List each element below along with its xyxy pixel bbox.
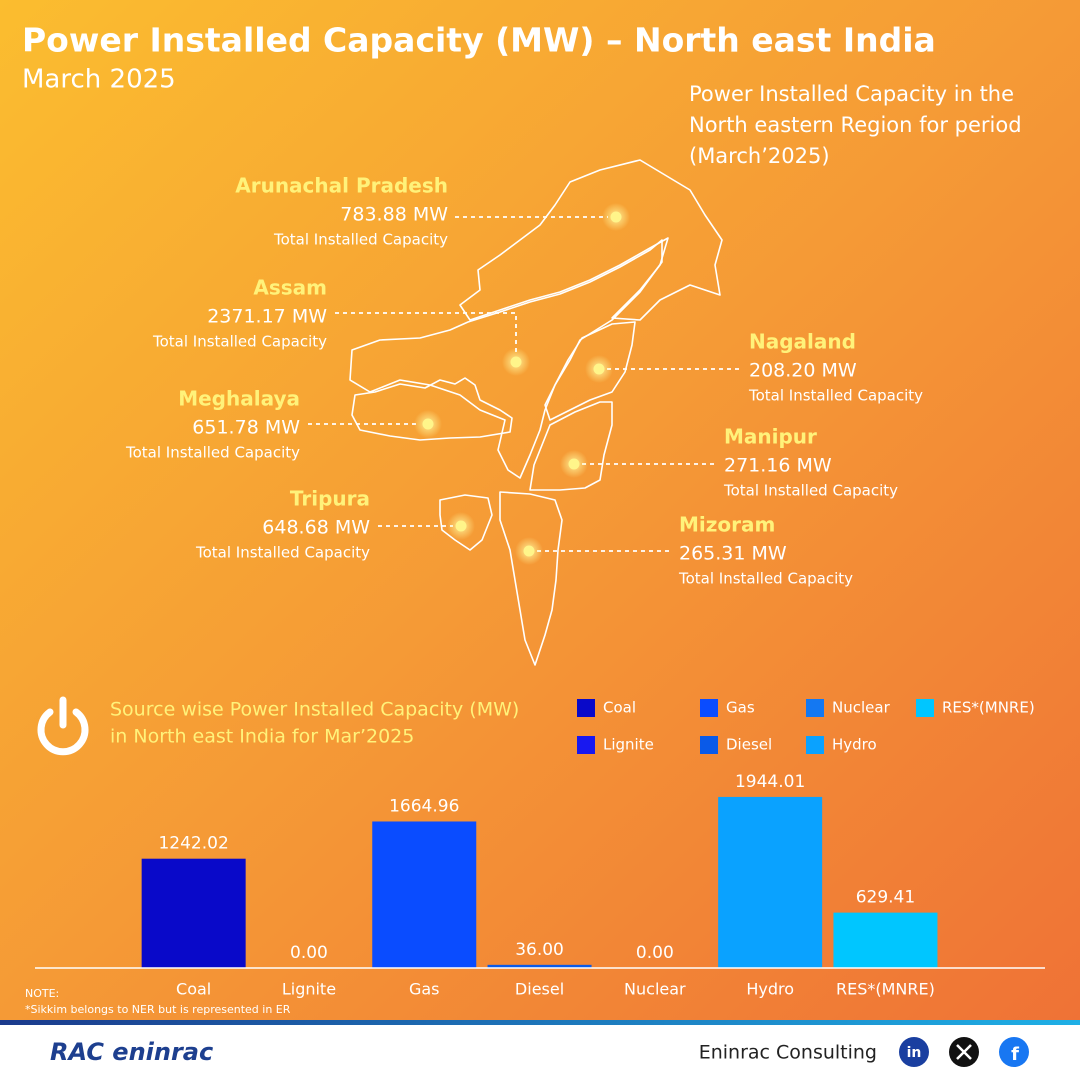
legend-label: RES*(MNRE)	[942, 699, 1035, 717]
map-caption: (March’2025)	[689, 144, 830, 168]
legend-swatch	[806, 699, 824, 717]
bar	[487, 964, 592, 968]
value-label: 36.00	[515, 940, 564, 960]
state-dot	[510, 356, 522, 368]
value-label: 1664.96	[389, 796, 459, 816]
state-dot	[523, 545, 535, 557]
state-name: Meghalaya	[178, 387, 300, 411]
facebook-glyph: f	[1011, 1044, 1019, 1065]
state-name: Arunachal Pradesh	[235, 174, 448, 198]
state-name: Mizoram	[679, 513, 775, 537]
x-tick-label: Gas	[409, 980, 440, 999]
x-tick-label: Coal	[176, 980, 211, 999]
state-note: Total Installed Capacity	[195, 544, 370, 562]
bar	[372, 821, 477, 968]
state-name: Manipur	[724, 425, 817, 449]
state-capacity: 651.78 MW	[192, 417, 300, 439]
state-dot	[568, 458, 580, 470]
legend-swatch	[577, 736, 595, 754]
map-caption: Power Installed Capacity in the	[689, 82, 1014, 106]
legend-swatch	[806, 736, 824, 754]
bar	[718, 796, 823, 968]
footer-band	[0, 1020, 1080, 1025]
state-dot	[593, 363, 605, 375]
legend-swatch	[700, 699, 718, 717]
x-tick-label: Hydro	[746, 980, 794, 999]
bar	[833, 912, 938, 968]
state-dot	[455, 520, 467, 532]
value-label: 629.41	[856, 888, 915, 908]
legend-label: Diesel	[726, 736, 772, 754]
note: NOTE:	[25, 987, 59, 1000]
state-capacity: 271.16 MW	[724, 455, 832, 477]
background	[0, 0, 1080, 1025]
state-note: Total Installed Capacity	[723, 482, 898, 500]
legend-label: Lignite	[603, 736, 654, 754]
logo: RAC eninrac	[50, 1038, 213, 1066]
state-labels: Arunachal Pradesh 783.88 MW Total Installe…	[125, 174, 923, 588]
state-capacity: 783.88 MW	[340, 204, 448, 226]
facebook-icon[interactable]	[999, 1037, 1029, 1067]
legend-label: Coal	[603, 699, 636, 717]
legend-label: Nuclear	[832, 699, 891, 717]
state-capacity: 208.20 MW	[749, 360, 857, 382]
legend-swatch	[700, 736, 718, 754]
company-name: Eninrac Consulting	[699, 1042, 877, 1064]
state-name: Tripura	[290, 487, 370, 511]
state-dot	[610, 211, 622, 223]
state-capacity: 2371.17 MW	[207, 306, 327, 328]
x-tick-label: Lignite	[282, 980, 336, 999]
linkedin-icon[interactable]	[899, 1037, 929, 1067]
map	[349, 159, 723, 666]
chart-title: Source wise Power Installed Capacity (MW…	[110, 699, 519, 721]
value-label: 1944.01	[735, 772, 805, 792]
bar	[141, 858, 246, 968]
map-caption: North eastern Region for period	[689, 113, 1022, 137]
state-note: Total Installed Capacity	[273, 231, 448, 249]
linkedin-glyph: in	[907, 1045, 922, 1061]
state-note: Total Installed Capacity	[678, 570, 853, 588]
power-icon	[37, 696, 89, 756]
value-label: 0.00	[636, 943, 674, 963]
title: Power Installed Capacity (MW) – North ea…	[22, 21, 936, 60]
value-label: 0.00	[290, 943, 328, 963]
state-note: Total Installed Capacity	[748, 387, 923, 405]
legend-label: Hydro	[832, 736, 877, 754]
state-name: Assam	[253, 276, 327, 300]
subtitle: March 2025	[22, 65, 176, 95]
state-capacity: 265.31 MW	[679, 543, 787, 565]
x-tick-label: Nuclear	[624, 980, 686, 999]
value-label: 1242.02	[158, 834, 228, 854]
legend-swatch	[577, 699, 595, 717]
state-note: Total Installed Capacity	[152, 333, 327, 351]
bar-chart: 1242.02 Coal Coal 0.00 Lignite Lignite 1664.96…	[141, 699, 1035, 999]
legend-label: Gas	[726, 699, 755, 717]
x-glyph	[956, 1044, 972, 1060]
legend-swatch	[916, 699, 934, 717]
state-note: Total Installed Capacity	[125, 444, 300, 462]
note: *Sikkim belongs to NER but is represente…	[25, 1003, 291, 1016]
chart-title: in North east India for Mar’2025	[110, 726, 414, 748]
state-name: Nagaland	[749, 330, 856, 354]
state-dot	[422, 418, 434, 430]
x-tick-label: RES*(MNRE)	[836, 980, 935, 999]
x-tick-label: Diesel	[515, 980, 564, 999]
social-icons[interactable]: in f	[899, 1037, 1029, 1067]
state-capacity: 648.68 MW	[262, 517, 370, 539]
leader-line	[335, 312, 517, 354]
